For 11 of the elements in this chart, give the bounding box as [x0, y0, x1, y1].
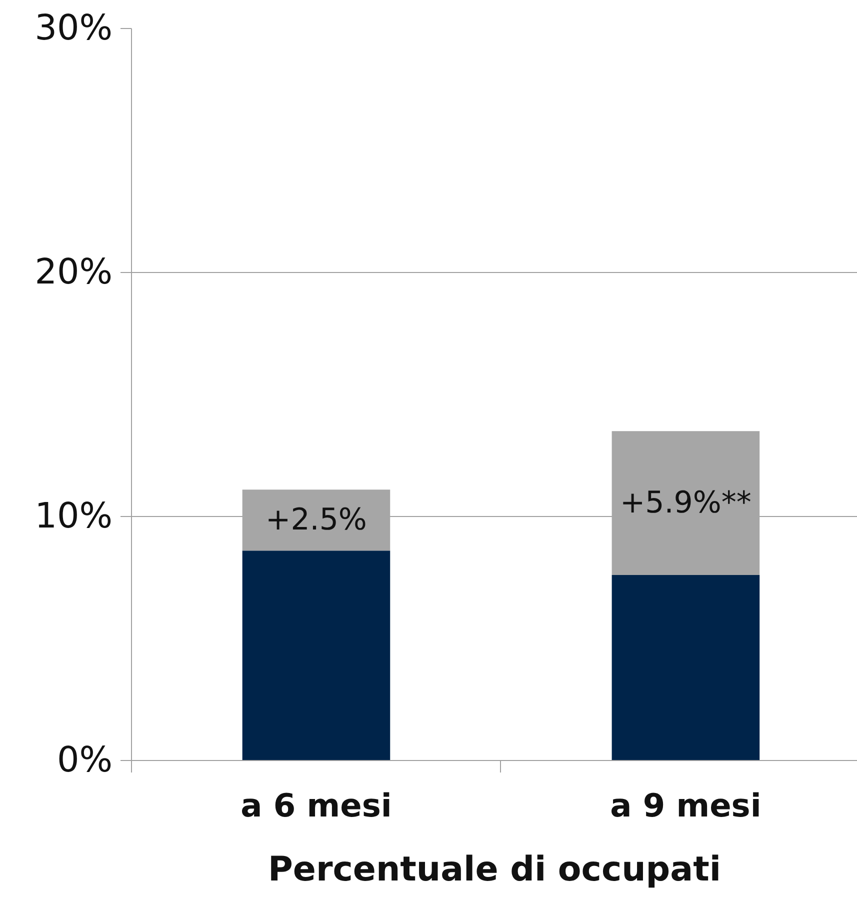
y-tick-label: 10%: [34, 496, 113, 536]
y-tick-label: 0%: [56, 740, 113, 780]
data-label: +5.9%**: [620, 486, 752, 521]
y-tick-label: 30%: [34, 8, 113, 48]
x-axis-title: Percentuale di occupati: [268, 850, 722, 890]
bar: [242, 550, 390, 760]
x-tick-label: a 9 mesi: [610, 786, 762, 824]
bar: [612, 575, 760, 760]
data-label: +2.5%: [266, 502, 367, 538]
x-tick-label: a 6 mesi: [240, 786, 392, 824]
y-tick-label: 20%: [34, 252, 113, 292]
